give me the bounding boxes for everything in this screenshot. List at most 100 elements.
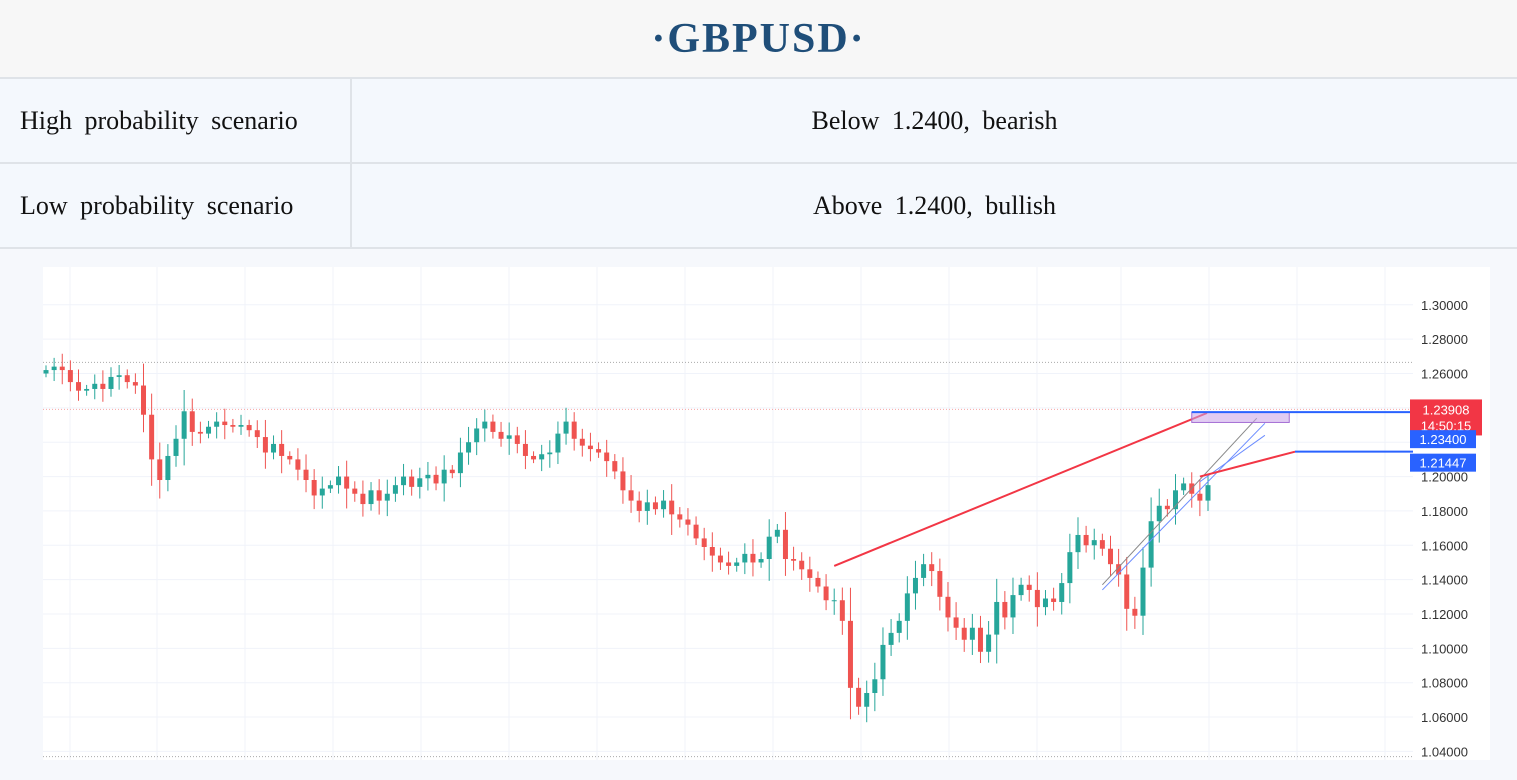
candle-body xyxy=(287,455,293,460)
candle-body xyxy=(384,493,390,501)
candle-body xyxy=(76,382,82,391)
y-axis: 1.300001.280001.260001.240001.220001.200… xyxy=(1421,298,1468,760)
candle-body xyxy=(376,490,382,501)
candle-body xyxy=(1083,534,1089,546)
candle-body xyxy=(555,433,561,453)
candle-body xyxy=(717,555,723,563)
candle-body xyxy=(84,388,90,391)
candle-body xyxy=(1059,583,1065,602)
candle-body xyxy=(872,679,878,694)
candle-body xyxy=(1091,540,1097,546)
candle-body xyxy=(1172,490,1178,510)
candle-body xyxy=(344,476,350,489)
candle-body xyxy=(1042,598,1048,608)
candle-body xyxy=(734,562,740,566)
candle-body xyxy=(1140,567,1146,616)
candles xyxy=(43,353,1211,723)
candle-body xyxy=(490,421,496,432)
candle-body xyxy=(628,490,634,501)
scenario-value: Above 1.2400, bullish xyxy=(351,163,1517,249)
candle-body xyxy=(141,385,147,415)
candle-body xyxy=(506,435,512,439)
table-row: Low probability scenario Above 1.2400, b… xyxy=(0,163,1517,249)
candle-body xyxy=(246,425,252,431)
candle-body xyxy=(758,559,764,563)
page-title: ·GBPUSD· xyxy=(651,15,866,62)
scenario-value: Below 1.2400, bearish xyxy=(351,79,1517,164)
candle-body xyxy=(51,366,57,371)
candle-body xyxy=(831,600,837,602)
title-bar: ·GBPUSD· xyxy=(0,0,1517,79)
candle-body xyxy=(994,601,1000,635)
candle-body xyxy=(43,370,49,374)
candle-body xyxy=(1026,584,1032,590)
candle-body xyxy=(92,383,98,389)
candle-body xyxy=(604,452,610,462)
grid-lines xyxy=(43,267,1413,760)
y-tick-label: 1.12000 xyxy=(1421,607,1468,622)
candle-body xyxy=(823,586,829,601)
candle-body xyxy=(571,421,577,439)
scenario-label: High probability scenario xyxy=(0,79,352,164)
y-tick-label: 1.28000 xyxy=(1421,332,1468,347)
candle-body xyxy=(620,471,626,491)
candle-body xyxy=(1116,564,1122,575)
candle-body xyxy=(1010,595,1016,618)
candle-body xyxy=(295,459,301,470)
candle-body xyxy=(173,438,179,456)
candle-body xyxy=(644,502,650,511)
candle-body xyxy=(807,569,813,578)
candle-body xyxy=(766,536,772,560)
level-price-label: 1.21447 xyxy=(1420,456,1467,471)
candle-body xyxy=(1205,485,1211,501)
candle-body xyxy=(368,490,374,505)
candle-body xyxy=(425,474,431,479)
y-tick-label: 1.14000 xyxy=(1421,573,1468,588)
candle-body xyxy=(839,600,845,621)
candle-body xyxy=(587,445,593,450)
candle-body xyxy=(912,577,918,594)
candle-body xyxy=(441,469,447,484)
candle-body xyxy=(945,596,951,618)
candle-body xyxy=(774,529,780,537)
candle-body xyxy=(457,452,463,474)
candle-body xyxy=(701,538,707,547)
support-trendline-lower xyxy=(1199,450,1296,478)
candle-body xyxy=(563,421,569,434)
candle-body xyxy=(271,443,277,453)
y-tick-label: 1.18000 xyxy=(1421,504,1468,519)
y-tick-label: 1.16000 xyxy=(1421,538,1468,553)
chart-svg[interactable]: 1.300001.280001.260001.240001.220001.200… xyxy=(43,267,1490,760)
candle-body xyxy=(336,476,342,486)
candle-body xyxy=(1075,534,1081,553)
scenario-label: Low probability scenario xyxy=(0,163,352,249)
candle-body xyxy=(791,559,797,561)
candle-body xyxy=(1067,552,1073,584)
candle-body xyxy=(1002,601,1008,618)
candle-body xyxy=(864,693,870,707)
candle-body xyxy=(1018,584,1024,596)
price-chart[interactable]: 1.300001.280001.260001.240001.220001.200… xyxy=(43,267,1490,760)
candle-body xyxy=(547,452,553,455)
candle-body xyxy=(132,382,138,386)
candle-body xyxy=(498,431,504,439)
candle-body xyxy=(636,500,642,511)
candle-body xyxy=(67,370,73,383)
candle-body xyxy=(1124,574,1130,609)
candle-body xyxy=(1099,540,1105,549)
support-trendline-upper xyxy=(833,412,1208,567)
candle-body xyxy=(327,485,333,489)
candle-body xyxy=(986,634,992,652)
candle-body xyxy=(189,411,195,432)
candle-body xyxy=(896,620,902,633)
candle-body xyxy=(230,425,236,427)
candle-body xyxy=(206,426,212,434)
candle-body xyxy=(531,455,537,460)
candle-body xyxy=(409,476,415,487)
candle-body xyxy=(921,564,927,578)
candle-body xyxy=(847,620,853,688)
candle-body xyxy=(880,644,886,680)
candle-body xyxy=(1156,505,1162,522)
candle-body xyxy=(693,524,699,539)
channel-line-blue xyxy=(1102,422,1266,591)
